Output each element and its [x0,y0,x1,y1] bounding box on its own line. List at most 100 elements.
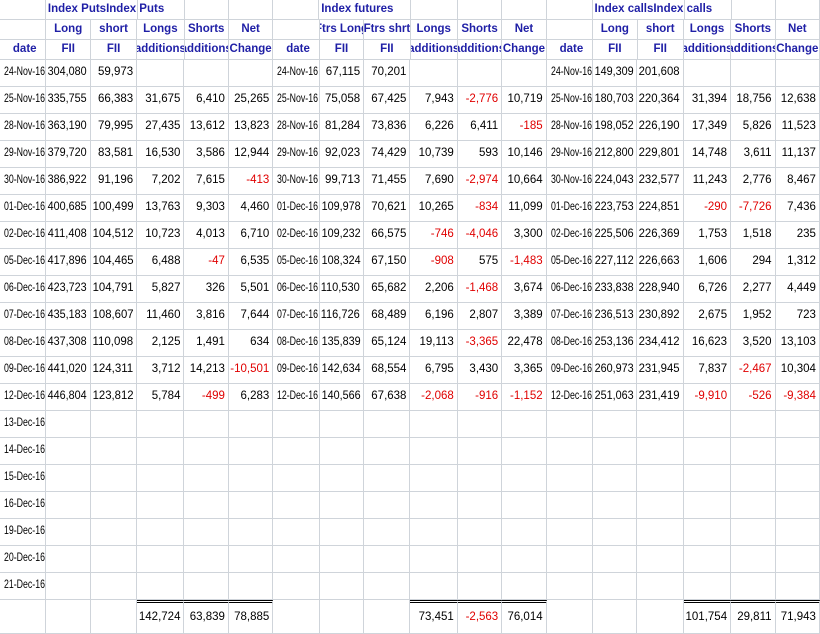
value-cell-longs-add[interactable] [137,60,185,87]
value-cell-long[interactable] [593,573,638,600]
value-cell-longs-add[interactable]: 6,196 [410,303,458,330]
date-cell[interactable]: 29-Nov-16 [546,141,594,168]
value-cell-net[interactable] [228,546,274,573]
value-cell-net[interactable] [775,573,820,600]
value-cell-longs-add[interactable]: 7,202 [137,168,185,195]
col-header-net-sub[interactable]: Change [775,40,820,60]
value-cell-longs-add[interactable] [410,438,458,465]
value-cell-shorts-add[interactable]: 2,776 [731,168,776,195]
date-cell[interactable]: 16-Dec-16 [0,492,47,519]
value-cell-short[interactable]: 224,851 [637,195,684,222]
value-cell-longs-add[interactable] [137,546,185,573]
col-header-longs-add-sub[interactable]: additions [683,40,732,60]
date-cell[interactable] [546,411,594,438]
value-cell-short[interactable]: 226,190 [637,114,684,141]
value-cell-short[interactable]: 65,682 [364,276,411,303]
value-cell-short[interactable]: 201,608 [637,60,684,87]
value-cell-long[interactable]: 140,566 [319,384,365,411]
col-header-shorts-add[interactable]: Shorts [457,20,503,40]
value-cell-net[interactable] [502,465,547,492]
value-cell-longs-add[interactable]: 6,795 [410,357,458,384]
total-blank[interactable] [546,600,594,634]
total-cell-longs-add[interactable]: 101,754 [683,600,732,634]
total-cell-net[interactable]: 71,943 [775,600,820,634]
value-cell-short[interactable]: 67,425 [364,87,411,114]
col-header-date[interactable] [273,20,320,40]
col-header-long[interactable]: Long [593,20,638,40]
value-cell-net[interactable]: 12,638 [775,87,820,114]
value-cell-short[interactable]: 226,369 [637,222,684,249]
value-cell-longs-add[interactable] [683,60,732,87]
value-cell-net[interactable]: 3,674 [502,276,547,303]
total-cell-shorts-add[interactable]: 29,811 [731,600,776,634]
value-cell-long[interactable]: 223,753 [593,195,638,222]
total-blank[interactable] [593,600,638,634]
value-cell-shorts-add[interactable]: -916 [457,384,503,411]
value-cell-longs-add[interactable] [410,519,458,546]
col-header-net-sub[interactable]: Change [228,40,274,60]
date-cell[interactable]: 30-Nov-16 [273,168,320,195]
value-cell-net[interactable] [775,438,820,465]
value-cell-longs-add[interactable] [410,573,458,600]
value-cell-longs-add[interactable] [410,60,458,87]
value-cell-long[interactable] [46,438,91,465]
value-cell-shorts-add[interactable] [731,60,776,87]
value-cell-longs-add[interactable]: 17,349 [683,114,732,141]
value-cell-shorts-add[interactable] [184,492,229,519]
value-cell-short[interactable]: 91,196 [90,168,138,195]
value-cell-short[interactable] [364,519,411,546]
value-cell-shorts-add[interactable] [184,573,229,600]
col-header-net-sub[interactable]: Change [502,40,547,60]
value-cell-long[interactable]: 446,804 [46,384,91,411]
value-cell-long[interactable]: 149,309 [593,60,638,87]
col-header-long[interactable]: Long [46,20,91,40]
value-cell-short[interactable]: 232,577 [637,168,684,195]
value-cell-longs-add[interactable]: 1,753 [683,222,732,249]
value-cell-shorts-add[interactable]: 7,615 [184,168,229,195]
date-cell[interactable]: 06-Dec-16 [273,276,320,303]
value-cell-net[interactable]: 10,719 [502,87,547,114]
value-cell-long[interactable] [46,492,91,519]
date-cell[interactable] [273,492,320,519]
value-cell-shorts-add[interactable] [731,573,776,600]
value-cell-shorts-add[interactable]: -499 [184,384,229,411]
value-cell-long[interactable] [319,573,365,600]
value-cell-long[interactable]: 435,183 [46,303,91,330]
value-cell-long[interactable]: 441,020 [46,357,91,384]
total-blank[interactable] [637,600,684,634]
value-cell-longs-add[interactable] [137,411,185,438]
date-cell[interactable]: 08-Dec-16 [0,330,47,357]
value-cell-short[interactable]: 74,429 [364,141,411,168]
total-blank[interactable] [319,600,365,634]
value-cell-shorts-add[interactable]: 593 [457,141,503,168]
value-cell-shorts-add[interactable] [457,438,503,465]
date-cell[interactable] [546,573,594,600]
value-cell-long[interactable] [593,492,638,519]
date-cell[interactable]: 20-Dec-16 [0,546,47,573]
total-blank[interactable] [364,600,411,634]
value-cell-net[interactable]: 4,460 [228,195,274,222]
date-cell[interactable]: 29-Nov-16 [0,141,47,168]
value-cell-net[interactable] [502,573,547,600]
value-cell-net[interactable] [228,60,274,87]
value-cell-longs-add[interactable] [137,519,185,546]
value-cell-longs-add[interactable]: -290 [683,195,732,222]
value-cell-shorts-add[interactable]: -2,467 [731,357,776,384]
value-cell-longs-add[interactable]: 16,623 [683,330,732,357]
date-cell[interactable]: 24-Nov-16 [546,60,594,87]
value-cell-shorts-add[interactable]: 1,952 [731,303,776,330]
value-cell-short[interactable]: 73,836 [364,114,411,141]
value-cell-net[interactable] [228,573,274,600]
value-cell-net[interactable] [502,438,547,465]
total-blank[interactable] [273,600,320,634]
value-cell-long[interactable]: 92,023 [319,141,365,168]
value-cell-long[interactable]: 109,978 [319,195,365,222]
value-cell-longs-add[interactable]: 14,748 [683,141,732,168]
value-cell-shorts-add[interactable] [731,492,776,519]
date-cell[interactable] [273,519,320,546]
value-cell-shorts-add[interactable] [184,438,229,465]
value-cell-shorts-add[interactable] [184,546,229,573]
value-cell-shorts-add[interactable] [457,60,503,87]
value-cell-shorts-add[interactable]: 5,826 [731,114,776,141]
date-cell[interactable] [273,546,320,573]
